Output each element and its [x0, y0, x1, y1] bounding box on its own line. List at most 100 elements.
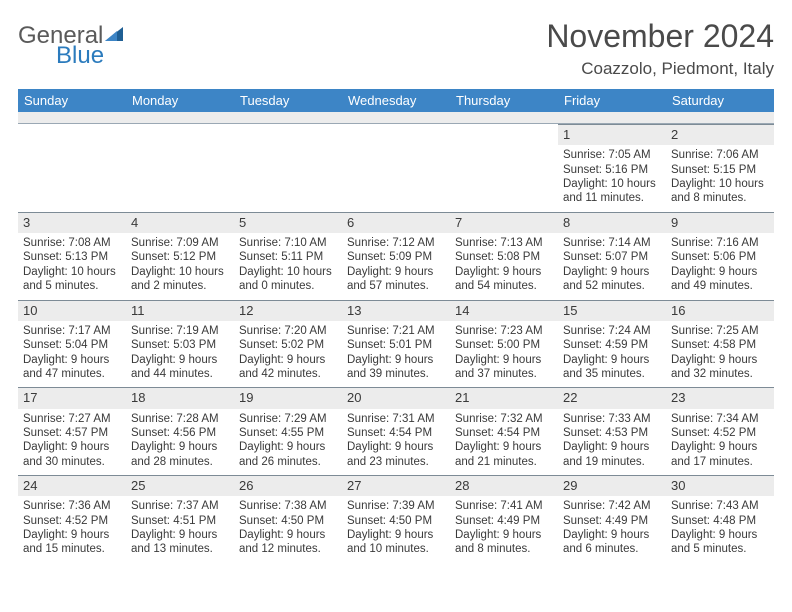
- day-cell: 21 Sunrise: 7:32 AMSunset: 4:54 PMDayligh…: [450, 387, 558, 475]
- day-cell: [450, 124, 558, 212]
- day-cell: 18Sunrise: 7:28 AMSunset: 4:56 PMDayligh…: [126, 387, 234, 475]
- daylight2-text: and 13 minutes.: [131, 542, 229, 556]
- daylight2-text: and 47 minutes.: [23, 367, 121, 381]
- sunrise-text: Sunrise: 7:27 AM: [23, 412, 121, 426]
- day-text: Sunrise: 7:21 AMSunset: 5:01 PMDaylight:…: [342, 321, 450, 388]
- day-cell: 3Sunrise: 7:08 AMSunset: 5:13 PMDaylight…: [18, 212, 126, 300]
- brand-text: General Blue: [18, 24, 125, 72]
- daylight2-text: and 39 minutes.: [347, 367, 445, 381]
- sunrise-text: Sunrise: 7:32 AM: [455, 412, 553, 426]
- day-number: 19: [234, 387, 342, 408]
- daylight1-text: Daylight: 9 hours: [239, 353, 337, 367]
- day-text: Sunrise: 7:17 AMSunset: 5:04 PMDaylight:…: [18, 321, 126, 388]
- daylight2-text: and 10 minutes.: [347, 542, 445, 556]
- daylight1-text: Daylight: 9 hours: [347, 265, 445, 279]
- daylight2-text: and 32 minutes.: [671, 367, 769, 381]
- sunset-text: Sunset: 5:06 PM: [671, 250, 769, 264]
- sunrise-text: Sunrise: 7:42 AM: [563, 499, 661, 513]
- daylight1-text: Daylight: 9 hours: [455, 440, 553, 454]
- day-number: 21: [450, 387, 558, 408]
- day-number: 23: [666, 387, 774, 408]
- daylight1-text: Daylight: 9 hours: [347, 440, 445, 454]
- day-text: Sunrise: 7:05 AMSunset: 5:16 PMDaylight:…: [558, 145, 666, 212]
- day-text: Sunrise: 7:33 AMSunset: 4:53 PMDaylight:…: [558, 409, 666, 476]
- brand-logo: General Blue: [18, 18, 125, 72]
- day-cell: 25Sunrise: 7:37 AMSunset: 4:51 PMDayligh…: [126, 475, 234, 563]
- daylight1-text: Daylight: 10 hours: [239, 265, 337, 279]
- day-cell: 13Sunrise: 7:21 AMSunset: 5:01 PMDayligh…: [342, 300, 450, 388]
- day-number: 3: [18, 212, 126, 233]
- day-cell: 22Sunrise: 7:33 AMSunset: 4:53 PMDayligh…: [558, 387, 666, 475]
- day-cell: 28Sunrise: 7:41 AMSunset: 4:49 PMDayligh…: [450, 475, 558, 563]
- day-cell: 7Sunrise: 7:13 AMSunset: 5:08 PMDaylight…: [450, 212, 558, 300]
- sunrise-text: Sunrise: 7:10 AM: [239, 236, 337, 250]
- sunrise-text: Sunrise: 7:31 AM: [347, 412, 445, 426]
- week-row: 1Sunrise: 7:05 AMSunset: 5:16 PMDaylight…: [18, 124, 774, 212]
- calendar-page: General Blue November 2024 Coazzolo, Pie…: [0, 0, 792, 612]
- week-row: 17Sunrise: 7:27 AMSunset: 4:57 PMDayligh…: [18, 387, 774, 475]
- day-number: 16: [666, 300, 774, 321]
- day-number: 30: [666, 475, 774, 496]
- sunset-text: Sunset: 5:11 PM: [239, 250, 337, 264]
- sunrise-text: Sunrise: 7:23 AM: [455, 324, 553, 338]
- day-text: Sunrise: 7:14 AMSunset: 5:07 PMDaylight:…: [558, 233, 666, 300]
- sunrise-text: Sunrise: 7:09 AM: [131, 236, 229, 250]
- sunset-text: Sunset: 4:51 PM: [131, 514, 229, 528]
- sunrise-text: Sunrise: 7:38 AM: [239, 499, 337, 513]
- day-number: 1: [558, 124, 666, 145]
- day-text: Sunrise: 7:34 AMSunset: 4:52 PMDaylight:…: [666, 409, 774, 476]
- week-row: 3Sunrise: 7:08 AMSunset: 5:13 PMDaylight…: [18, 212, 774, 300]
- daylight1-text: Daylight: 9 hours: [563, 440, 661, 454]
- dow-friday: Friday: [558, 89, 666, 112]
- day-text: Sunrise: 7:09 AMSunset: 5:12 PMDaylight:…: [126, 233, 234, 300]
- daylight1-text: Daylight: 9 hours: [455, 353, 553, 367]
- sunset-text: Sunset: 4:52 PM: [671, 426, 769, 440]
- day-cell: 14Sunrise: 7:23 AMSunset: 5:00 PMDayligh…: [450, 300, 558, 388]
- daylight2-text: and 17 minutes.: [671, 455, 769, 469]
- day-cell: [18, 124, 126, 212]
- day-cell: [234, 124, 342, 212]
- day-cell: 20Sunrise: 7:31 AMSunset: 4:54 PMDayligh…: [342, 387, 450, 475]
- day-text: Sunrise: 7:24 AMSunset: 4:59 PMDaylight:…: [558, 321, 666, 388]
- week-row: 10Sunrise: 7:17 AMSunset: 5:04 PMDayligh…: [18, 300, 774, 388]
- sunset-text: Sunset: 5:07 PM: [563, 250, 661, 264]
- day-cell: 17Sunrise: 7:27 AMSunset: 4:57 PMDayligh…: [18, 387, 126, 475]
- daylight2-text: and 26 minutes.: [239, 455, 337, 469]
- daylight1-text: Daylight: 9 hours: [347, 353, 445, 367]
- sunrise-text: Sunrise: 7:14 AM: [563, 236, 661, 250]
- sunset-text: Sunset: 4:50 PM: [239, 514, 337, 528]
- day-number: 17: [18, 387, 126, 408]
- day-text: Sunrise: 7:16 AMSunset: 5:06 PMDaylight:…: [666, 233, 774, 300]
- sunset-text: Sunset: 5:13 PM: [23, 250, 121, 264]
- day-text: Sunrise: 7:43 AMSunset: 4:48 PMDaylight:…: [666, 496, 774, 563]
- day-number: 5: [234, 212, 342, 233]
- day-number: 28: [450, 475, 558, 496]
- day-cell: 23Sunrise: 7:34 AMSunset: 4:52 PMDayligh…: [666, 387, 774, 475]
- daylight1-text: Daylight: 9 hours: [671, 528, 769, 542]
- day-number: 22: [558, 387, 666, 408]
- dow-thursday: Thursday: [450, 89, 558, 112]
- day-cell: 2Sunrise: 7:06 AMSunset: 5:15 PMDaylight…: [666, 124, 774, 212]
- daylight1-text: Daylight: 9 hours: [455, 528, 553, 542]
- sunrise-text: Sunrise: 7:28 AM: [131, 412, 229, 426]
- sunset-text: Sunset: 4:54 PM: [455, 426, 553, 440]
- day-number: 18: [126, 387, 234, 408]
- daylight2-text: and 44 minutes.: [131, 367, 229, 381]
- sunrise-text: Sunrise: 7:20 AM: [239, 324, 337, 338]
- day-cell: 5Sunrise: 7:10 AMSunset: 5:11 PMDaylight…: [234, 212, 342, 300]
- sunset-text: Sunset: 5:01 PM: [347, 338, 445, 352]
- day-cell: 15Sunrise: 7:24 AMSunset: 4:59 PMDayligh…: [558, 300, 666, 388]
- location-text: Coazzolo, Piedmont, Italy: [546, 59, 774, 79]
- day-text: Sunrise: 7:10 AMSunset: 5:11 PMDaylight:…: [234, 233, 342, 300]
- month-title: November 2024: [546, 18, 774, 55]
- daylight1-text: Daylight: 9 hours: [23, 528, 121, 542]
- weeks-container: 1Sunrise: 7:05 AMSunset: 5:16 PMDaylight…: [18, 124, 774, 563]
- day-text: Sunrise: 7:39 AMSunset: 4:50 PMDaylight:…: [342, 496, 450, 563]
- day-cell: 1Sunrise: 7:05 AMSunset: 5:16 PMDaylight…: [558, 124, 666, 212]
- daylight2-text: and 5 minutes.: [671, 542, 769, 556]
- day-text: Sunrise: 7:06 AMSunset: 5:15 PMDaylight:…: [666, 145, 774, 212]
- day-cell: 9Sunrise: 7:16 AMSunset: 5:06 PMDaylight…: [666, 212, 774, 300]
- sunrise-text: Sunrise: 7:17 AM: [23, 324, 121, 338]
- day-number: 29: [558, 475, 666, 496]
- day-number: 10: [18, 300, 126, 321]
